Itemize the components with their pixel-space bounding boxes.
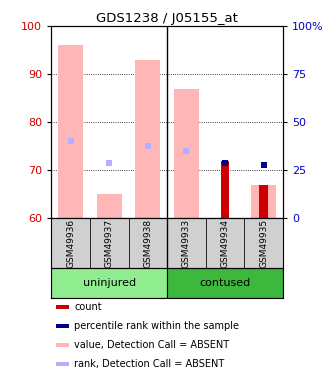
Text: count: count — [74, 302, 102, 312]
Bar — [174, 88, 199, 218]
Bar — [221, 160, 229, 218]
Text: GSM49938: GSM49938 — [143, 219, 152, 268]
Text: value, Detection Call = ABSENT: value, Detection Call = ABSENT — [74, 340, 230, 350]
Bar — [97, 194, 122, 218]
Text: rank, Detection Call = ABSENT: rank, Detection Call = ABSENT — [74, 359, 225, 369]
Bar — [260, 184, 268, 218]
Text: GSM49934: GSM49934 — [220, 219, 230, 268]
Bar — [51, 268, 167, 298]
Bar — [128, 218, 167, 268]
Bar — [56, 324, 69, 328]
Title: GDS1238 / J05155_at: GDS1238 / J05155_at — [96, 12, 238, 25]
Text: GSM49937: GSM49937 — [105, 219, 114, 268]
Bar — [167, 268, 283, 298]
Text: GSM49933: GSM49933 — [182, 219, 191, 268]
Bar — [58, 45, 83, 218]
Bar — [206, 218, 244, 268]
Bar — [56, 362, 69, 366]
Bar — [251, 184, 276, 218]
Bar — [90, 218, 128, 268]
Text: GSM49936: GSM49936 — [66, 219, 75, 268]
Bar — [244, 218, 283, 268]
Text: uninjured: uninjured — [83, 278, 136, 288]
Text: GSM49935: GSM49935 — [259, 219, 268, 268]
Bar — [135, 60, 161, 218]
Bar — [167, 218, 206, 268]
Bar — [56, 343, 69, 347]
Bar — [56, 305, 69, 309]
Text: percentile rank within the sample: percentile rank within the sample — [74, 321, 239, 331]
Text: contused: contused — [200, 278, 251, 288]
Bar — [51, 218, 90, 268]
